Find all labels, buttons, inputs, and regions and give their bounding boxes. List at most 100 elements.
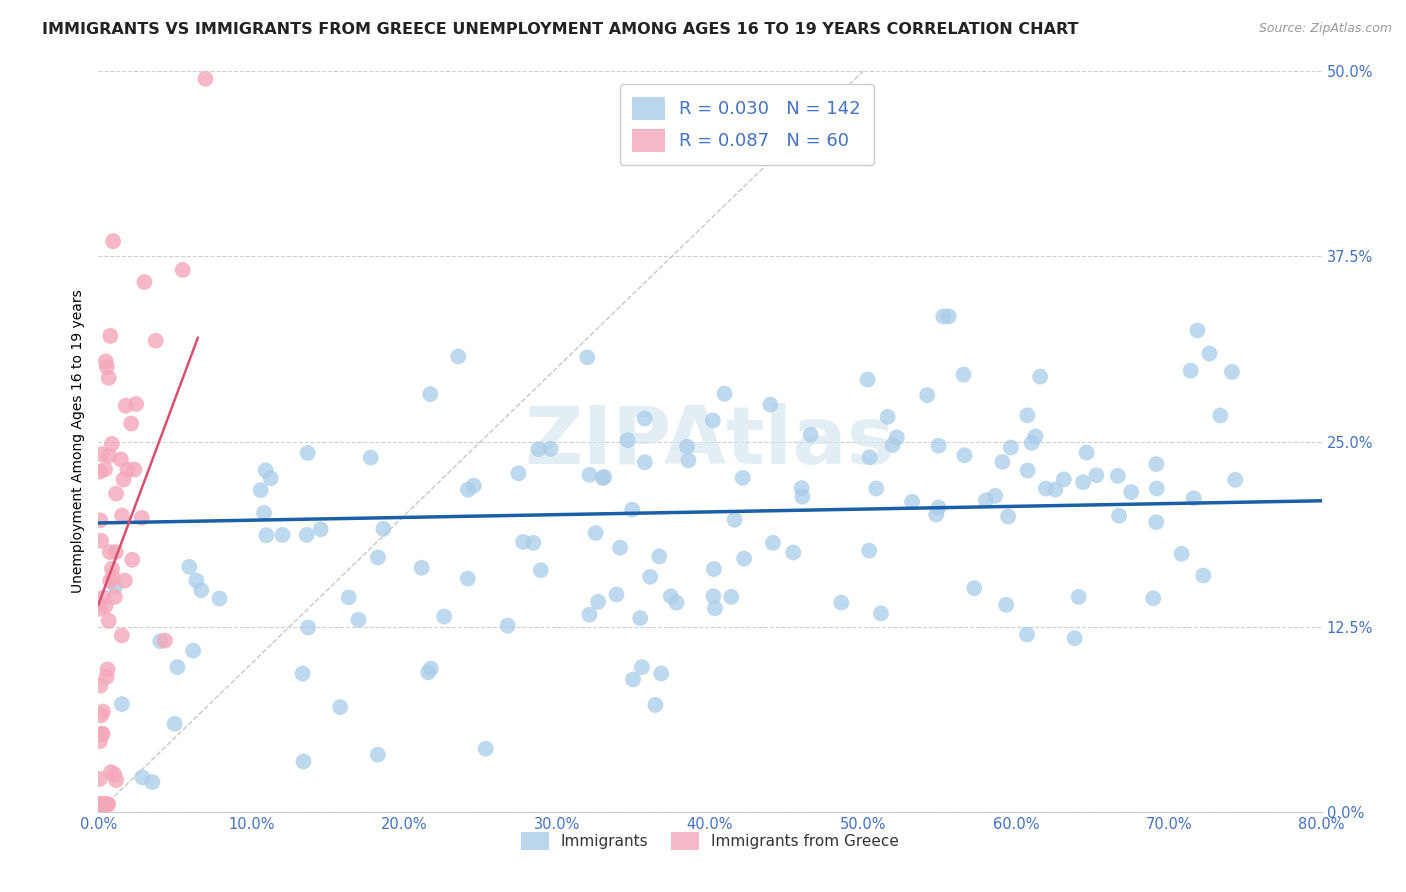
Point <box>181 643 204 657</box>
Point <box>104 590 127 604</box>
Point <box>1021 436 1043 450</box>
Point <box>97 662 120 676</box>
Point <box>1182 491 1205 506</box>
Point <box>89 797 111 811</box>
Point <box>676 440 699 454</box>
Point <box>112 472 135 486</box>
Point <box>110 452 132 467</box>
Point <box>141 775 163 789</box>
Point <box>1085 468 1108 483</box>
Point <box>98 449 121 463</box>
Point <box>586 595 609 609</box>
Point <box>125 397 148 411</box>
Point <box>1076 445 1098 459</box>
Point <box>208 591 231 606</box>
Point <box>97 614 120 628</box>
Point <box>621 502 644 516</box>
Point <box>995 598 1018 612</box>
Point <box>1017 464 1039 478</box>
Point <box>166 660 188 674</box>
Point <box>901 495 924 509</box>
Point <box>98 545 121 559</box>
Point <box>759 398 782 412</box>
Point <box>1180 364 1202 378</box>
Point <box>720 590 742 604</box>
Point <box>508 467 530 481</box>
Point <box>997 509 1019 524</box>
Point <box>512 535 534 549</box>
Point <box>678 453 700 467</box>
Point <box>111 508 134 523</box>
Point <box>963 581 986 595</box>
Point <box>984 489 1007 503</box>
Point <box>145 334 167 348</box>
Point <box>94 797 117 812</box>
Point <box>1015 627 1038 641</box>
Point <box>1067 590 1090 604</box>
Point <box>94 354 117 368</box>
Point <box>418 665 440 680</box>
Point <box>540 442 562 456</box>
Point <box>616 433 638 447</box>
Y-axis label: Unemployment Among Ages 16 to 19 years: Unemployment Among Ages 16 to 19 years <box>70 290 84 593</box>
Point <box>952 368 974 382</box>
Point <box>1146 482 1168 496</box>
Text: IMMIGRANTS VS IMMIGRANTS FROM GREECE UNEMPLOYMENT AMONG AGES 16 TO 19 YEARS CORR: IMMIGRANTS VS IMMIGRANTS FROM GREECE UNE… <box>42 22 1078 37</box>
Point <box>94 599 117 613</box>
Point <box>1198 346 1220 360</box>
Point <box>782 545 804 559</box>
Point <box>309 522 332 536</box>
Point <box>650 666 672 681</box>
Point <box>179 560 201 574</box>
Point <box>1170 547 1192 561</box>
Point <box>713 386 735 401</box>
Point <box>856 373 879 387</box>
Point <box>665 596 688 610</box>
Point <box>644 698 666 712</box>
Point <box>297 446 319 460</box>
Point <box>474 741 496 756</box>
Point <box>1035 482 1057 496</box>
Point <box>90 533 112 548</box>
Point <box>89 772 111 786</box>
Point <box>94 462 117 476</box>
Text: ZIPAtlas: ZIPAtlas <box>524 402 896 481</box>
Point <box>859 450 882 465</box>
Point <box>98 574 121 588</box>
Point <box>1209 409 1232 423</box>
Point <box>337 591 360 605</box>
Point <box>1029 369 1052 384</box>
Point <box>89 679 111 693</box>
Point <box>89 513 111 527</box>
Point <box>530 563 553 577</box>
Point <box>96 359 118 374</box>
Point <box>723 513 745 527</box>
Point <box>457 483 479 497</box>
Point <box>496 618 519 632</box>
Point <box>527 442 550 456</box>
Point <box>928 439 950 453</box>
Point <box>91 705 114 719</box>
Point <box>522 536 544 550</box>
Point <box>111 628 134 642</box>
Point <box>96 797 118 812</box>
Point <box>134 275 156 289</box>
Point <box>253 506 276 520</box>
Point <box>1144 457 1167 471</box>
Point <box>89 797 111 812</box>
Point <box>105 773 128 788</box>
Point <box>1000 441 1022 455</box>
Point <box>297 620 319 634</box>
Point <box>1142 591 1164 606</box>
Point <box>762 536 785 550</box>
Point <box>953 448 976 462</box>
Point <box>124 462 146 476</box>
Point <box>149 634 172 648</box>
Point <box>578 467 600 482</box>
Point <box>117 462 139 476</box>
Point <box>991 455 1014 469</box>
Point <box>100 329 122 343</box>
Point <box>621 673 644 687</box>
Point <box>631 660 654 674</box>
Point <box>89 797 111 812</box>
